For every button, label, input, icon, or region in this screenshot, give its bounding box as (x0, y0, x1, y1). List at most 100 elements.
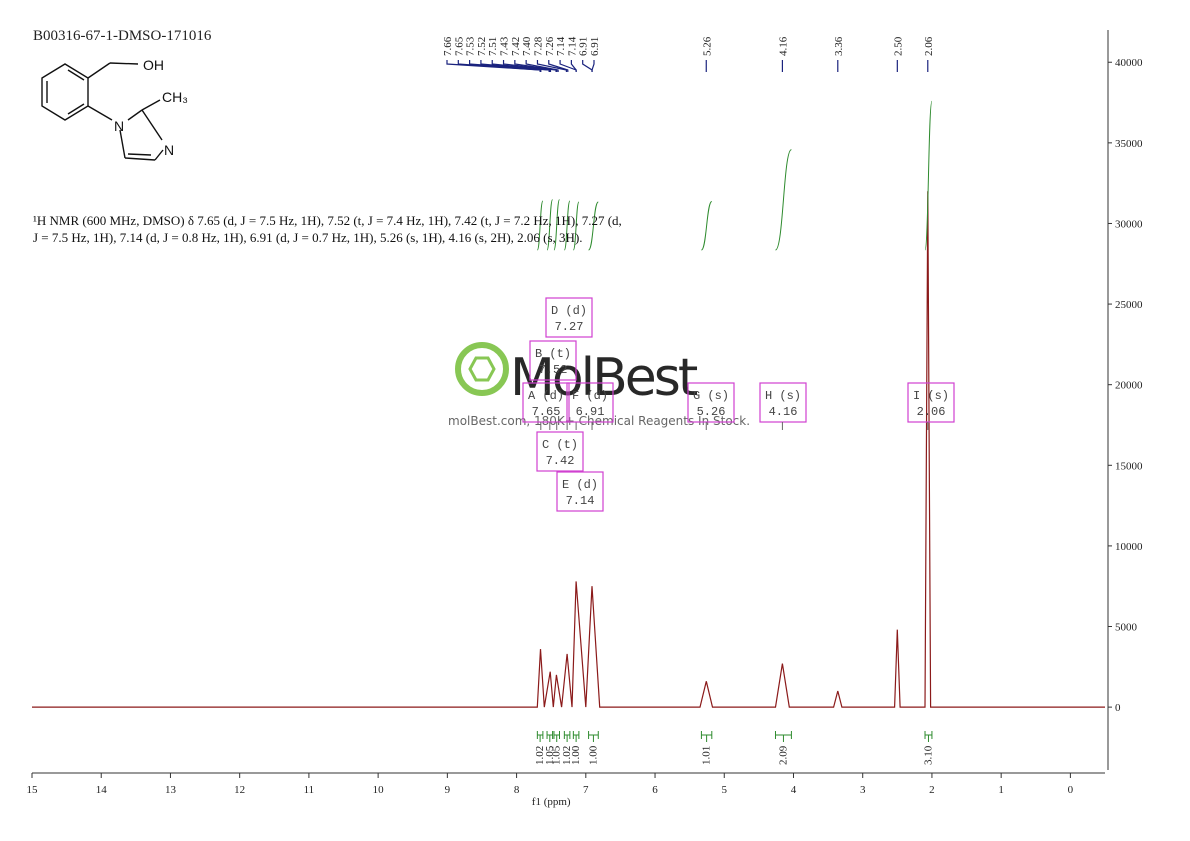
multiplet-shift: 7.14 (566, 494, 595, 508)
integral-label: 1.05 (544, 745, 556, 765)
peak-label: 7.14 (566, 36, 578, 56)
peak-label: 6.91 (578, 37, 590, 56)
peak-label: 7.65 (453, 36, 465, 56)
y-tick-label: 5000 (1115, 622, 1138, 634)
multiplet-shift: 7.42 (546, 454, 575, 468)
bond (87, 62, 111, 79)
multiplet-box (556, 471, 604, 512)
peak-connector (525, 60, 559, 72)
bond (67, 69, 85, 81)
watermark: MolBest molBest.com, 180K+ Chemical Reag… (448, 342, 750, 428)
multiplet-shift: 2.06 (917, 405, 946, 419)
integral-curve (553, 199, 560, 251)
x-tick-label: 9 (445, 784, 451, 796)
peak-connector (457, 60, 542, 72)
bond (154, 149, 164, 161)
structure-label: N (164, 142, 174, 158)
integral-curve (775, 149, 792, 251)
multiplet-shift: 7.65 (532, 405, 561, 419)
structure-label: OH (143, 57, 164, 73)
y-tick-label: 35000 (1115, 138, 1143, 150)
peak-connector (491, 60, 552, 72)
x-tick-label: 6 (652, 784, 658, 796)
x-tick-label: 8 (514, 784, 520, 796)
x-tick-label: 0 (1068, 784, 1074, 796)
bond (127, 109, 143, 121)
integral-bracket (553, 731, 561, 742)
x-tick-label: 15 (27, 784, 39, 796)
integral-curve (563, 200, 571, 251)
x-tick-label: 3 (860, 784, 866, 796)
watermark-logo-ring (455, 342, 509, 396)
peak-connector (514, 60, 558, 72)
x-tick-label: 7 (583, 784, 589, 796)
peak-label: 7.43 (499, 36, 511, 56)
bond (141, 109, 163, 141)
multiplet-shift: 4.16 (769, 405, 798, 419)
peak-connector (548, 60, 569, 72)
multiplet-shift: 5.26 (697, 405, 726, 419)
integral-bracket (536, 731, 544, 742)
peak-connector (480, 60, 551, 72)
multiplet-box (522, 382, 570, 423)
bond (141, 99, 161, 111)
multiplet-shift: 6.91 (576, 405, 605, 419)
peak-label: 7.14 (555, 36, 567, 56)
integral-label: 1.00 (570, 745, 582, 765)
nmr-description: ¹H NMR (600 MHz, DMSO) δ 7.65 (d, J = 7.… (33, 213, 622, 245)
structure-label: CH₃ (162, 89, 188, 105)
y-tick-label: 40000 (1115, 57, 1143, 69)
peak-label: 3.36 (833, 36, 845, 56)
integral-bracket (563, 731, 571, 742)
integral-label: 2.09 (777, 745, 789, 765)
peak-label: 7.26 (544, 36, 556, 56)
x-tick-label: 14 (96, 784, 108, 796)
peak-label: 6.91 (589, 37, 601, 56)
peak-label: 2.06 (923, 36, 935, 56)
multiplet-label: F (d) (572, 389, 608, 403)
y-tick-label: 20000 (1115, 380, 1143, 392)
multiplet-box (687, 382, 735, 423)
multiplet-label: H (s) (765, 389, 801, 403)
spectrum-title: B00316-67-1-DMSO-171016 (33, 28, 212, 44)
x-tick-label: 10 (373, 784, 385, 796)
multiplet-box (759, 382, 807, 423)
x-tick-label: 1 (998, 784, 1004, 796)
peak-label: 5.26 (701, 36, 713, 56)
multiplet-shift: 7.27 (555, 320, 584, 334)
x-tick-label: 13 (165, 784, 177, 796)
peak-label: 7.66 (442, 36, 454, 56)
x-tick-label: 2 (929, 784, 935, 796)
peak-connector (591, 60, 595, 72)
spectrum-line (32, 191, 1105, 708)
structure (41, 62, 164, 161)
multiplet-label: I (s) (913, 389, 949, 403)
multiplet-box (529, 340, 577, 381)
peak-connector (536, 60, 568, 72)
bond (119, 129, 126, 159)
peak-label: 7.53 (465, 36, 477, 56)
x-tick-label: 12 (234, 784, 245, 796)
integral-curve (546, 199, 554, 251)
peak-label: 7.28 (532, 36, 544, 56)
peak-label: 7.40 (521, 36, 533, 56)
x-axis-label: f1 (ppm) (532, 796, 571, 808)
integral-bracket (546, 731, 554, 742)
integral-label: 1.01 (701, 746, 713, 765)
watermark-logo: MolBest (510, 348, 698, 408)
peak-connector (582, 60, 593, 72)
watermark-logo-hex (468, 356, 496, 382)
integral-bracket (572, 731, 580, 742)
integral-curve (588, 201, 599, 251)
integral-bracket (924, 731, 933, 742)
peak-connector (570, 60, 577, 72)
integral-label: 1.02 (534, 746, 546, 765)
bond (87, 105, 113, 121)
benzene-ring (41, 63, 89, 121)
integral-curve (572, 201, 580, 251)
integral-curve (700, 201, 713, 251)
multiplet-label: B (t) (535, 347, 571, 361)
integral-bracket (588, 731, 599, 742)
multiplet-label: A (d) (528, 389, 564, 403)
